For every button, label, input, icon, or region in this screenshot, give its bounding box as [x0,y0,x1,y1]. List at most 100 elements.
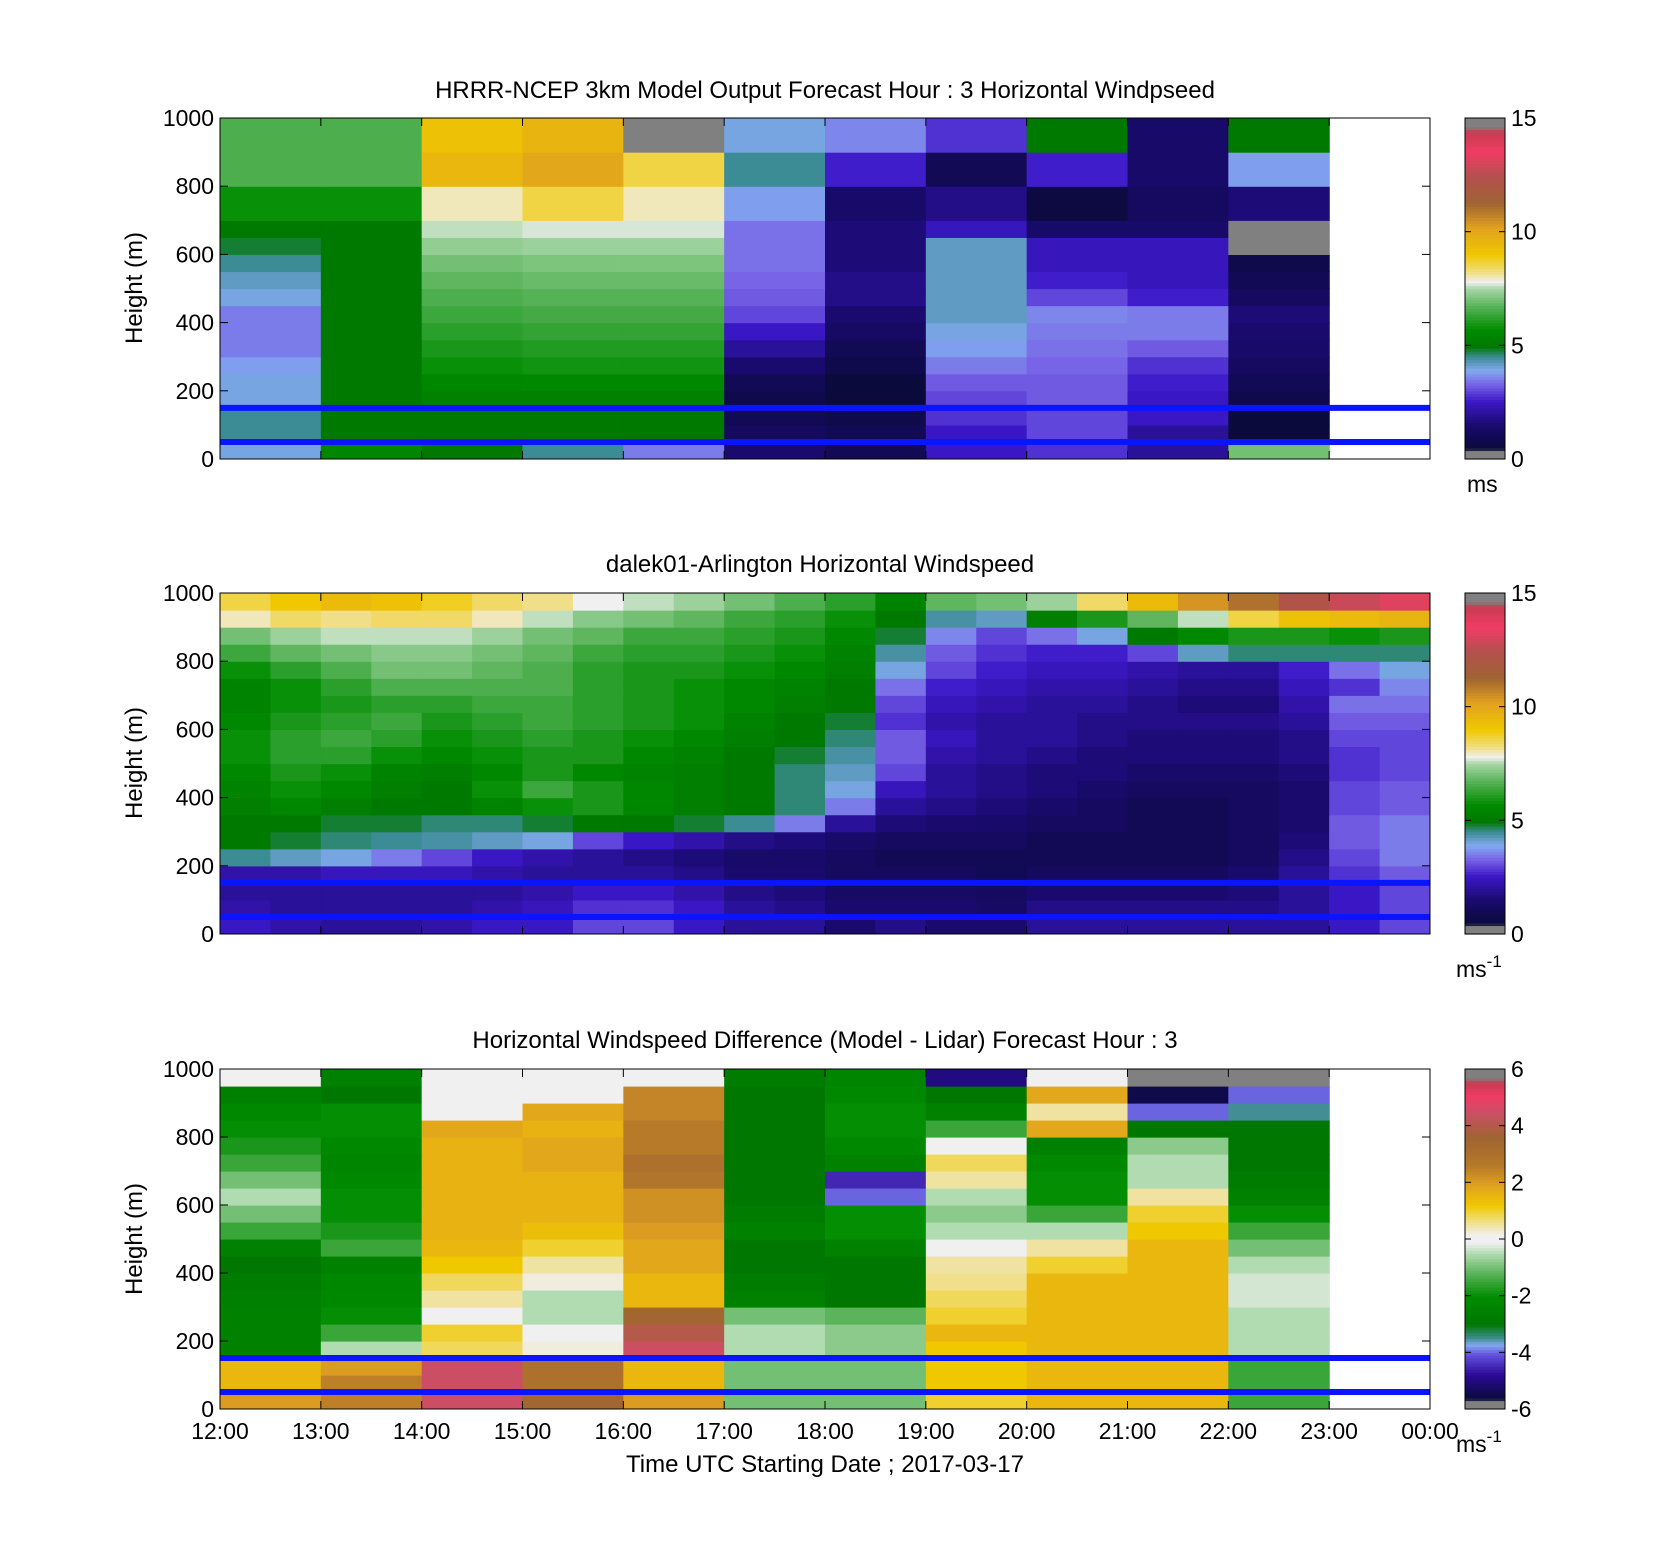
colorbar-segment [1465,919,1505,924]
heatmap-cell [724,237,826,255]
colorbar-segment [1465,331,1505,335]
colorbar-segment [1465,621,1505,625]
heatmap-cell [220,1239,322,1257]
heatmap-cell [875,865,927,884]
heatmap-cell [1077,899,1129,918]
colorbar-segment [1465,356,1505,361]
heatmap-cell [1177,661,1229,679]
colorbar-segment [1465,314,1505,318]
colorbar-segment [1465,149,1505,153]
heatmap-cell [1127,1137,1229,1155]
heatmap-cell [825,1358,927,1376]
heatmap-cell [724,1086,826,1104]
colorbar-segment [1465,916,1505,921]
colorbar-segment [1465,877,1505,881]
colorbar-segment [1465,865,1505,870]
heatmap-cell [522,627,574,645]
colorbar-segment [1465,1383,1505,1387]
colorbar-segment [1465,624,1505,628]
heatmap-cell [1127,610,1179,628]
colorbar-tick-label: -4 [1511,1339,1532,1365]
heatmap-cell [825,220,927,238]
colorbar-segment [1465,1168,1505,1172]
colorbar-segment [1465,282,1505,287]
heatmap-cell [774,661,826,679]
heatmap-cell [421,152,524,187]
colorbar-segment [1465,604,1505,608]
heatmap-cell [220,424,322,443]
heatmap-cell [220,1137,322,1155]
heatmap-cell [522,763,574,782]
colorbar-segment [1465,1281,1505,1285]
colorbar-segment [1465,154,1505,159]
heatmap-cell [925,780,977,799]
heatmap-cell [1077,848,1129,867]
colorbar-segment [1465,681,1505,685]
heatmap-cell [1228,322,1330,341]
heatmap-cell [1278,848,1330,867]
colorbar-segment [1465,305,1505,309]
heatmap-cell [320,729,372,748]
colorbar-segment [1465,146,1505,150]
colorbar-segment [1465,422,1505,426]
heatmap-cell [270,882,322,901]
colorbar-segment [1465,1284,1505,1288]
heatmap-cell [1278,916,1330,934]
colorbar-tick-label: 5 [1511,332,1524,358]
y-tick-label: 200 [176,378,214,404]
heatmap-cell [1228,424,1330,443]
heatmap-cell [220,288,322,307]
heatmap-cell [1177,899,1229,918]
heatmap-cell [976,644,1028,662]
colorbar-segment [1465,766,1505,770]
heatmap-cell [270,593,322,611]
heatmap-cell [1177,780,1229,799]
heatmap-cell [1127,831,1179,850]
heatmap-cell [1177,627,1229,645]
colorbar-segment [1465,1091,1505,1096]
colorbar-segment [1465,885,1505,890]
heatmap-cell [1026,865,1078,884]
heatmap-cell [1026,186,1129,221]
y-axis-label: Height (m) [121,707,148,819]
heatmap-cell [1127,288,1229,307]
colorbar-segment [1465,1241,1505,1246]
heatmap-cell [320,1256,423,1274]
heatmap-cell [925,424,1028,443]
colorbar-segment [1465,376,1505,381]
heatmap-cell [522,271,624,290]
colorbar-segment [1465,441,1505,446]
heatmap-cell [976,848,1028,867]
heatmap-cell [875,899,927,918]
colorbar-segment [1465,1324,1505,1328]
colorbar-segment [1465,1290,1505,1294]
colorbar-segment [1465,593,1505,597]
heatmap-cell [1228,627,1280,645]
heatmap-cell [925,1069,1028,1087]
heatmap-cell [774,780,826,799]
heatmap-cell [371,831,423,850]
heatmap-cell [825,831,877,850]
heatmap-cell [1026,831,1078,850]
x-axis-label: Time UTC Starting Date ; 2017-03-17 [626,1451,1024,1478]
heatmap-cell [774,848,826,867]
heatmap-cell [825,1239,927,1257]
heatmap-cell [1228,763,1280,782]
heatmap-cell [623,1324,725,1342]
heatmap-cell [522,1307,624,1325]
heatmap-cell [976,695,1028,713]
colorbar-segment [1465,794,1505,799]
colorbar-segment [1465,262,1505,267]
heatmap-cell [1379,644,1430,662]
colorbar-segment [1465,1366,1505,1370]
colorbar-segment [1465,118,1505,122]
heatmap-cell [1026,1069,1129,1087]
colorbar-segment [1465,214,1505,219]
heatmap-cell [421,407,524,426]
colorbar-segment [1465,1244,1505,1249]
heatmap-cell [220,661,272,679]
heatmap-cell [320,1086,423,1104]
colorbar-segment [1465,268,1505,273]
colorbar-segment [1465,1202,1505,1206]
heatmap-cell [724,814,776,833]
